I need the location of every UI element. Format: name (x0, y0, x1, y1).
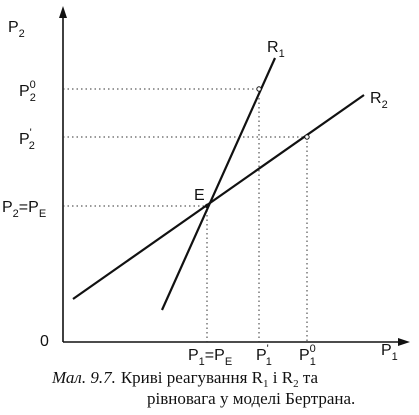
point-p1-prime-p2-zero (256, 86, 262, 92)
r2-curve-label: R2 (370, 90, 388, 111)
x-tick-p1-equals-pe: P1=PE (188, 347, 232, 368)
y-tick-p2-prime: P' 2 (19, 127, 35, 152)
figure-caption-line1: Мал. 9.7. Криві реагування R1 і R2 та (51, 368, 318, 390)
r1-curve-label: R1 (267, 39, 285, 60)
x-tick-p1-prime: P' 1 (256, 343, 272, 368)
y-axis-arrow-icon (59, 6, 67, 18)
axes (59, 6, 410, 346)
x-tick-p1-zero: P0 1 (299, 343, 316, 368)
point-p1-zero-p2-prime (304, 134, 310, 140)
y-axis-label: P2 (8, 19, 25, 40)
equilibrium-point (204, 203, 210, 209)
x-axis-label: P1 (381, 342, 398, 363)
x-axis-arrow-icon (398, 338, 410, 346)
reaction-curve-r2 (72, 94, 365, 300)
figure-caption-line2: рівновага у моделі Бертрана. (147, 389, 355, 408)
equilibrium-label: E (194, 187, 205, 204)
guide-lines (63, 88, 308, 342)
y-tick-p2-zero: P0 2 (19, 79, 36, 104)
y-tick-p2-equals-pe: P2=PE (2, 199, 46, 220)
reaction-curve-r1 (160, 57, 277, 311)
origin-label: 0 (40, 333, 49, 350)
